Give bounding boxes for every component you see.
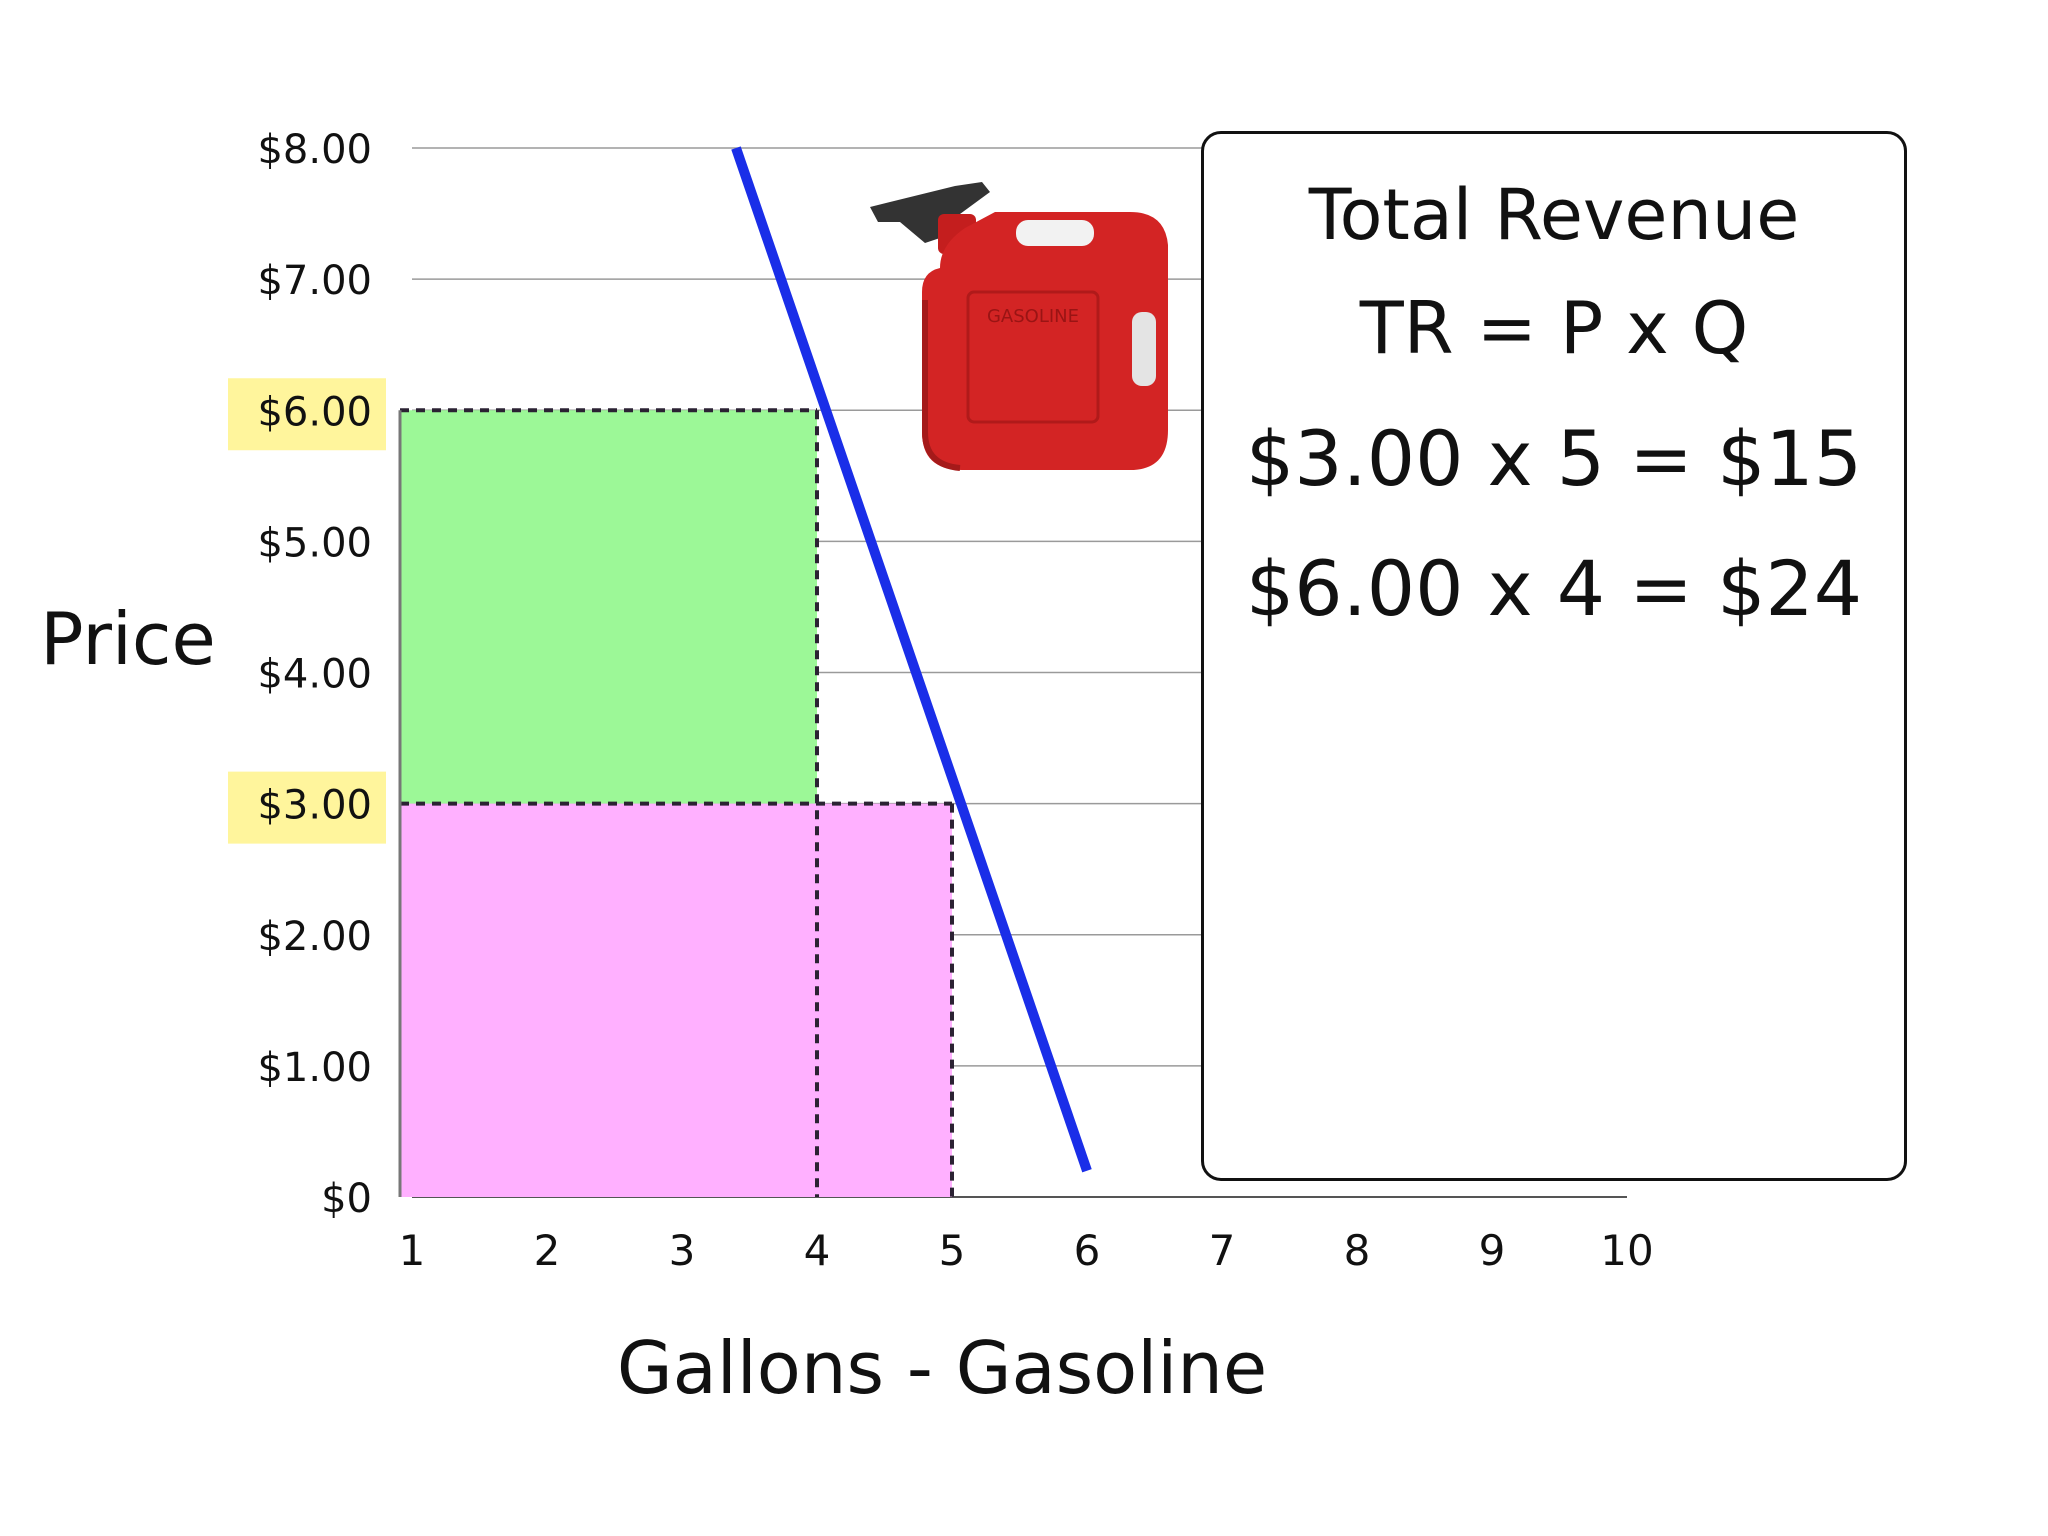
demand-line [731, 146, 1092, 1173]
gas-can-icon: GASOLINE [870, 182, 1168, 471]
x-tick-label: 5 [939, 1226, 966, 1275]
x-axis-title: Gallons - Gasoline [617, 1326, 1267, 1410]
x-tick-label: 7 [1209, 1226, 1236, 1275]
y-axis-title: Price [40, 597, 216, 681]
x-tick-label: 8 [1344, 1226, 1371, 1275]
x-tick-label: 6 [1074, 1226, 1101, 1275]
x-tick-label: 3 [669, 1226, 696, 1275]
revenue-calculation-high-price: $6.00 x 4 = $24 [1245, 544, 1863, 633]
total-revenue-box: Total Revenue TR = P x Q $3.00 x 5 = $15… [1201, 131, 1907, 1181]
x-tick-label: 10 [1600, 1226, 1653, 1275]
y-tick-label: $1.00 [257, 1045, 372, 1091]
y-tick-label: $2.00 [257, 914, 372, 960]
revenue-area-loss [400, 803, 952, 1197]
revenue-title: Total Revenue [1308, 174, 1800, 256]
revenue-areas [398, 408, 954, 1197]
x-tick-label: 1 [399, 1226, 426, 1275]
x-tick-label: 4 [804, 1226, 831, 1275]
revenue-formula: TR = P x Q [1359, 286, 1749, 370]
x-tick-label: 9 [1479, 1226, 1506, 1275]
y-tick-label: $0 [321, 1176, 372, 1222]
gas-can-label: GASOLINE [987, 306, 1079, 327]
y-tick-label: $5.00 [257, 520, 372, 566]
demand-curve [731, 146, 1092, 1173]
y-tick-label: $3.00 [257, 783, 372, 829]
x-axis-labels: 1 2 3 4 5 6 7 8 9 10 [399, 1226, 1654, 1275]
y-tick-label: $7.00 [257, 258, 372, 304]
y-tick-label: $6.00 [257, 389, 372, 435]
y-tick-label: $4.00 [257, 652, 372, 698]
y-axis-labels: $0 $1.00 $2.00 $3.00 $4.00 $5.00 $6.00 $7.00 $8.… [228, 127, 386, 1222]
revenue-calculation-low-price: $3.00 x 5 = $15 [1245, 414, 1863, 503]
price-highlight [228, 378, 386, 451]
y-tick-label: $8.00 [257, 127, 372, 173]
price-highlight [228, 771, 386, 844]
x-tick-label: 2 [534, 1226, 561, 1275]
